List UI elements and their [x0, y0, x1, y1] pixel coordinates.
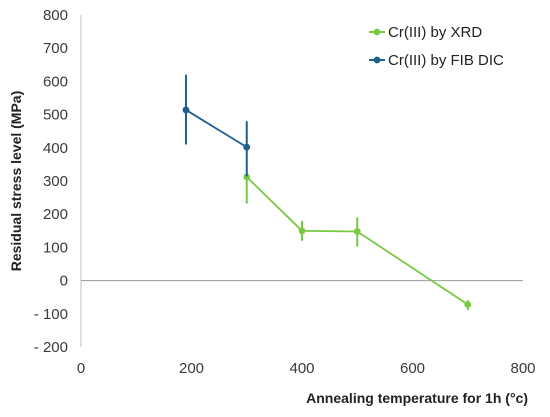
y-tick-label: 800	[43, 7, 68, 24]
y-tick-label: 600	[43, 73, 68, 90]
y-tick-label: 700	[43, 40, 68, 57]
x-axis-title: Annealing temperature for 1h (°c)	[306, 390, 528, 406]
x-tick-label: 0	[77, 360, 85, 377]
y-tick-label: 400	[43, 140, 68, 157]
y-tick-label: 0	[60, 273, 68, 290]
legend-item: Cr(III) by FIB DIC	[369, 52, 504, 69]
data-point	[243, 143, 251, 151]
series-2	[182, 74, 251, 177]
data-point	[353, 228, 361, 235]
x-tick-label: 200	[179, 360, 204, 377]
x-tick-label: 400	[289, 360, 314, 377]
y-tick-label: 500	[43, 107, 68, 124]
y-axis-tick-labels: 800 700 600 500 400 300 200 100 0 - 100 - 200	[34, 7, 68, 356]
legend-swatch-marker	[373, 56, 381, 64]
legend-label: Cr(III) by XRD	[388, 24, 482, 41]
legend-item: Cr(III) by XRD	[369, 24, 482, 41]
y-tick-label: - 200	[34, 339, 68, 356]
y-tick-label: 200	[43, 206, 68, 223]
legend-label: Cr(III) by FIB DIC	[388, 52, 504, 69]
legend: Cr(III) by XRD Cr(III) by FIB DIC	[369, 24, 504, 69]
data-point	[182, 106, 190, 114]
data-point	[298, 227, 306, 235]
series-1	[243, 173, 472, 311]
plot-area	[80, 15, 523, 347]
series-line	[246, 176, 469, 306]
x-tick-label: 800	[510, 360, 535, 377]
x-axis-tick-labels: 0 200 400 600 800	[77, 360, 536, 377]
y-tick-label: 100	[43, 239, 68, 256]
legend-swatch-marker	[373, 28, 381, 36]
data-point	[243, 173, 251, 181]
series-layer	[182, 74, 472, 311]
y-tick-label: 300	[43, 173, 68, 190]
y-axis-title: Residual stress level (MPa)	[8, 91, 24, 272]
x-tick-label: 600	[400, 360, 425, 377]
y-tick-label: - 100	[34, 306, 68, 323]
series-line	[185, 109, 248, 148]
data-point	[464, 301, 472, 308]
